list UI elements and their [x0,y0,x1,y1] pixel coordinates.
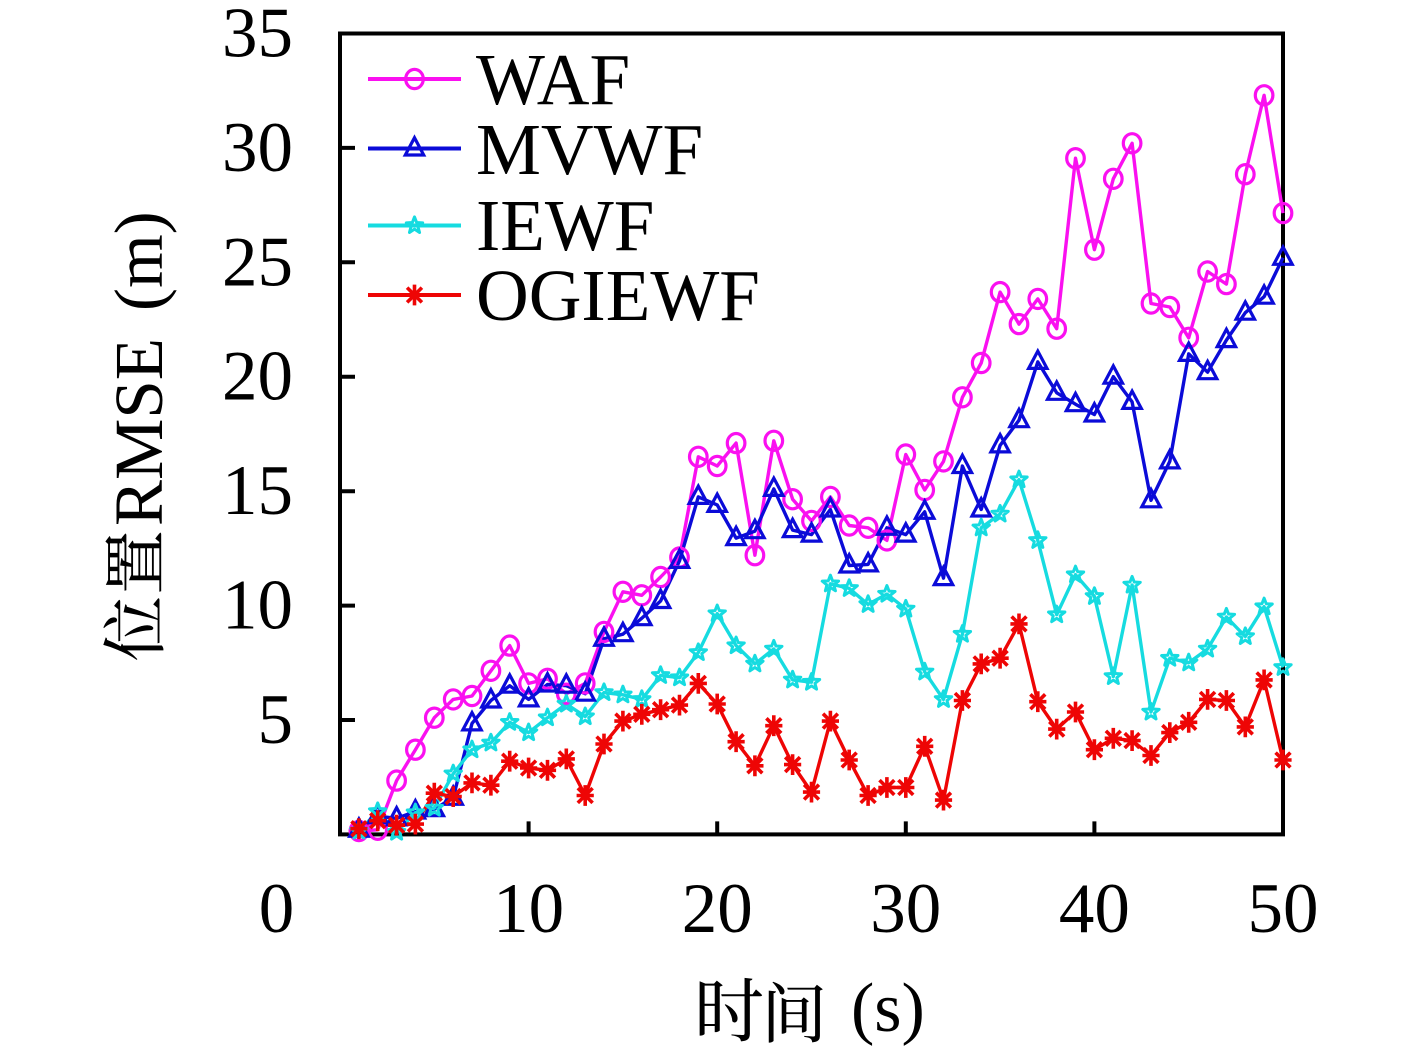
svg-text:IEWF: IEWF [476,185,654,266]
svg-text:15: 15 [222,452,293,530]
svg-text:(s): (s) [851,970,925,1047]
svg-text:5: 5 [258,681,294,759]
svg-text:30: 30 [870,870,941,948]
svg-text:10: 10 [493,870,564,948]
svg-text:OGIEWF: OGIEWF [476,255,760,336]
svg-text:WAF: WAF [476,39,630,120]
svg-text:25: 25 [222,223,293,301]
svg-text:(m): (m) [101,211,177,311]
svg-text:RMSE: RMSE [101,338,177,526]
svg-text:MVWF: MVWF [476,109,703,190]
svg-text:40: 40 [1059,870,1130,948]
svg-text:10: 10 [222,567,293,645]
svg-text:50: 50 [1248,870,1319,948]
svg-text:35: 35 [222,0,293,73]
svg-text:20: 20 [682,870,753,948]
svg-text:0: 0 [259,870,295,948]
svg-text:30: 30 [222,109,293,187]
svg-text:20: 20 [222,338,293,416]
